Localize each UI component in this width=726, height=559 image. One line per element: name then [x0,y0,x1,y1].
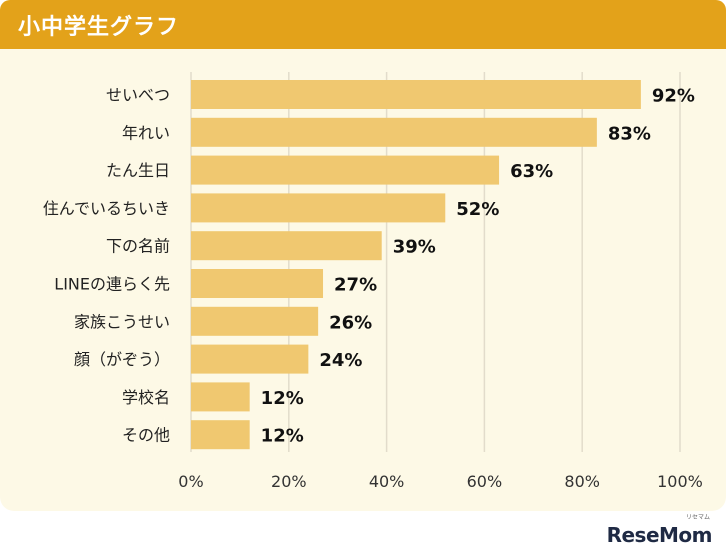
value-label: 92% [652,86,695,107]
category-label: その他 [122,426,170,445]
bar [191,382,250,412]
bar [191,80,641,109]
value-label: 12% [261,426,304,447]
x-tick-label: 20% [271,472,307,491]
value-label: 39% [393,237,436,258]
bar [191,306,319,336]
category-label: 下の名前 [106,237,170,256]
logo-subtext: リセマム [685,514,710,521]
value-label: 12% [261,388,304,409]
x-tick-label: 40% [369,472,405,491]
chart-header: 小中学生グラフ [0,0,726,49]
category-label: 住んでいるちいき [43,199,170,218]
bar [191,155,500,185]
bar [191,420,250,450]
category-label: 家族こうせい [74,312,170,331]
category-label: たん生日 [106,161,170,180]
bar [191,117,597,147]
resemom-logo: ReseMom [606,523,713,547]
bar [191,231,382,261]
category-label: せいべつ [106,86,170,105]
category-label: 学校名 [122,388,170,407]
x-tick-label: 60% [467,472,503,491]
x-tick-label: 100% [657,472,703,491]
category-label: 年れい [122,123,170,142]
value-label: 52% [456,199,499,220]
category-label: 顔（がぞう） [74,350,170,369]
x-tick-label: 80% [564,472,600,491]
value-label: 27% [334,275,377,296]
bar [191,269,324,298]
value-label: 83% [608,123,651,144]
value-label: 26% [329,312,372,333]
bar [191,344,309,374]
value-label: 63% [510,161,553,182]
bar [191,193,446,223]
value-label: 24% [319,350,362,371]
chart-title: 小中学生グラフ [18,15,180,40]
x-tick-label: 0% [178,472,203,491]
category-label: LINEの連らく先 [54,275,170,294]
